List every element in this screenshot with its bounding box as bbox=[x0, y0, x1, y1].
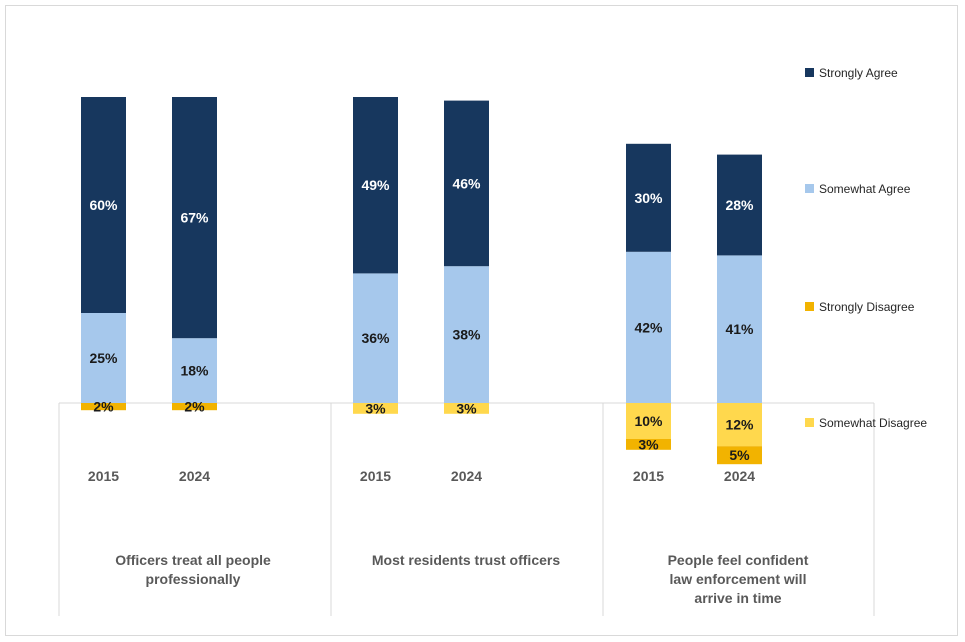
data-label-strongly-agree: 30% bbox=[634, 190, 663, 206]
year-labels: 2015 2024 2015 2024 2015 2024 bbox=[88, 468, 755, 484]
bar-segment-somewhat-agree bbox=[444, 266, 489, 403]
data-label-somewhat-disagree: 3% bbox=[456, 400, 477, 416]
year-label: 2015 bbox=[633, 468, 664, 484]
bar-segment-somewhat-disagree bbox=[717, 403, 762, 447]
bar-segment-somewhat-agree bbox=[172, 338, 217, 403]
year-label: 2015 bbox=[88, 468, 119, 484]
legend-swatch bbox=[805, 302, 814, 311]
data-label-strongly-agree: 67% bbox=[180, 210, 209, 226]
year-label: 2024 bbox=[451, 468, 482, 484]
group-label-line: law enforcement will bbox=[670, 571, 807, 587]
data-label-strongly-disagree: 2% bbox=[93, 399, 114, 415]
data-label-somewhat-agree: 42% bbox=[634, 319, 663, 335]
bar-segment-somewhat-disagree bbox=[353, 403, 398, 414]
year-label: 2024 bbox=[724, 468, 755, 484]
data-label-somewhat-agree: 41% bbox=[725, 321, 754, 337]
legend-swatch bbox=[805, 68, 814, 77]
legend-label: Somewhat Agree bbox=[819, 182, 911, 196]
bar-segment-strongly-agree bbox=[444, 100, 489, 267]
data-label-strongly-disagree: 3% bbox=[638, 436, 659, 452]
bar-segment-strongly-disagree bbox=[172, 403, 217, 411]
bar-segment-somewhat-agree bbox=[626, 251, 671, 403]
bar-segment-strongly-agree bbox=[353, 97, 398, 274]
legend-label: Strongly Disagree bbox=[819, 300, 915, 314]
bar-segment-strongly-disagree bbox=[626, 439, 671, 450]
legend-swatch bbox=[805, 184, 814, 193]
data-label-somewhat-agree: 36% bbox=[361, 330, 390, 346]
bar-segment-strongly-agree bbox=[626, 143, 671, 252]
group-label-line: Officers treat all people bbox=[115, 552, 271, 568]
legend-label: Somewhat Disagree bbox=[819, 416, 927, 430]
data-label-strongly-disagree: 2% bbox=[184, 399, 205, 415]
bar-segment-somewhat-agree bbox=[717, 255, 762, 403]
data-label-somewhat-agree: 38% bbox=[452, 327, 481, 343]
bar-segment-strongly-disagree bbox=[81, 403, 126, 411]
group-label-line: Most residents trust officers bbox=[372, 552, 560, 568]
legend: Strongly Agree Somewhat Agree Strongly Dis… bbox=[805, 66, 927, 430]
legend-label: Strongly Agree bbox=[819, 66, 898, 80]
data-label-strongly-disagree: 5% bbox=[729, 447, 750, 463]
bar-segment-strongly-agree bbox=[81, 97, 126, 313]
data-label-somewhat-agree: 25% bbox=[89, 350, 118, 366]
bar-segment-strongly-agree bbox=[172, 97, 217, 339]
legend-swatch bbox=[805, 418, 814, 427]
data-label-somewhat-disagree: 12% bbox=[725, 417, 754, 433]
bar-segment-somewhat-agree bbox=[353, 273, 398, 403]
group-label-line: professionally bbox=[146, 571, 241, 587]
stacked-bar-chart: 25% 60% 2% 18% 67% 2% 36% 49% 3% 38% 46% 3% 42% 30% 10… bbox=[58, 66, 927, 616]
chart-frame: 25% 60% 2% 18% 67% 2% 36% 49% 3% 38% 46% 3% 42% 30% 10… bbox=[5, 5, 958, 636]
data-label-strongly-agree: 28% bbox=[725, 197, 754, 213]
group-label-line: arrive in time bbox=[694, 590, 781, 606]
data-label-strongly-agree: 46% bbox=[452, 175, 481, 191]
bar-segment-somewhat-agree bbox=[81, 313, 126, 403]
bar-segment-strongly-agree bbox=[717, 154, 762, 256]
bar-area: 25% 60% 2% 18% 67% 2% 36% 49% 3% 38% 46% 3% 42% 30% 10… bbox=[81, 97, 762, 465]
data-label-somewhat-disagree: 10% bbox=[634, 413, 663, 429]
data-label-somewhat-disagree: 3% bbox=[365, 400, 386, 416]
year-label: 2024 bbox=[179, 468, 210, 484]
bar-segment-somewhat-disagree bbox=[626, 403, 671, 439]
data-label-strongly-agree: 49% bbox=[361, 177, 390, 193]
bar-segment-strongly-disagree bbox=[717, 446, 762, 465]
data-label-somewhat-agree: 18% bbox=[180, 363, 209, 379]
data-label-strongly-agree: 60% bbox=[89, 197, 118, 213]
year-label: 2015 bbox=[360, 468, 391, 484]
group-label-line: People feel confident bbox=[668, 552, 809, 568]
group-labels: Officers treat all people professionally M… bbox=[115, 552, 809, 606]
bar-segment-somewhat-disagree bbox=[444, 403, 489, 414]
